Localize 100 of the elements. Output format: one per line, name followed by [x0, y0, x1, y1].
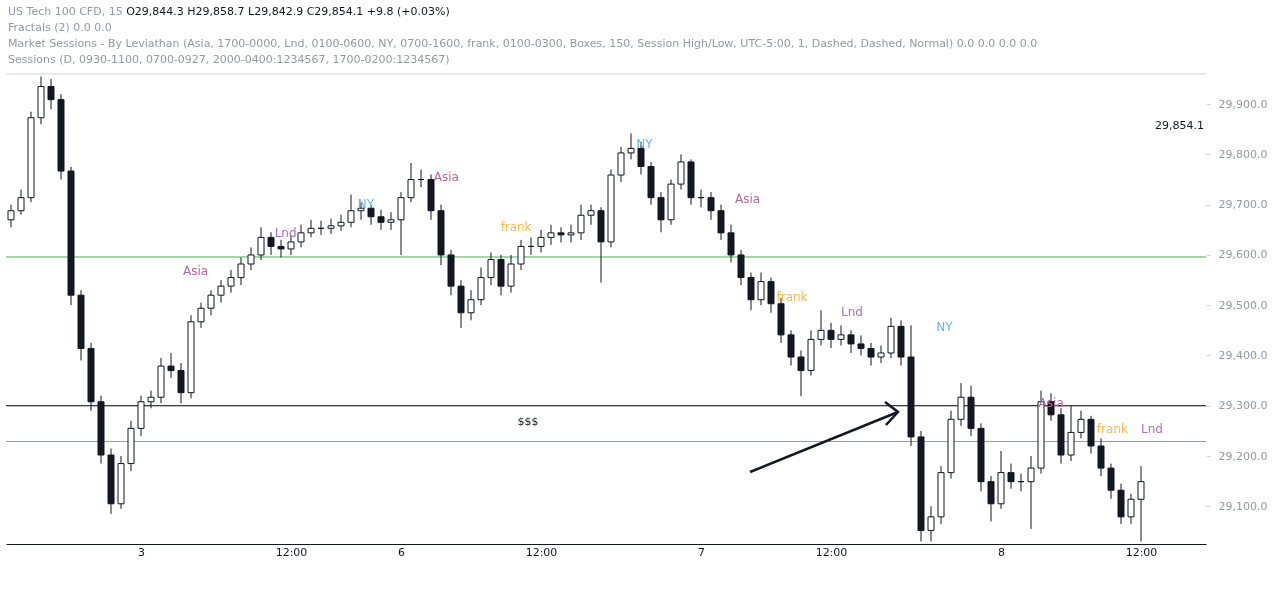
candlestick — [847, 329, 855, 354]
annotation: frank — [776, 290, 808, 305]
text: Market Sessions - By Leviathan (Asia, 1700-0000, Lnd, 0100-0600, NY, 0700-1600, frank, 0100-0300, Boxes, 150, Session High/Low, UTC-5:00, 1, Dashed, Dashed, Normal) 0.0 0.0 0.0 0.0 — [8, 36, 1038, 52]
y-tick-label: 29,500.0 — [1218, 298, 1268, 312]
annotation: NY — [357, 197, 375, 212]
candlestick — [217, 279, 225, 304]
candlestick — [577, 204, 585, 241]
candlestick — [707, 191, 715, 221]
candlestick — [297, 224, 305, 248]
candlestick — [877, 344, 885, 364]
candlestick — [677, 153, 685, 191]
candlestick — [1027, 455, 1035, 530]
candlestick — [1097, 437, 1105, 477]
candlestick — [837, 324, 845, 346]
candlestick — [247, 246, 255, 271]
candlestick — [537, 229, 545, 253]
candlestick — [557, 226, 565, 243]
candlestick — [1107, 463, 1115, 500]
candlestick — [147, 390, 155, 409]
candlestick — [327, 218, 335, 235]
y-tick-label: 29,700.0 — [1218, 198, 1268, 212]
annotation: Asia — [183, 264, 209, 279]
candlestick — [717, 204, 725, 241]
candlestick — [787, 329, 795, 367]
candlestick — [407, 162, 415, 203]
y-tick-label: 29,300.0 — [1218, 399, 1268, 413]
candlestick — [1067, 405, 1075, 462]
candlestick — [927, 505, 935, 542]
annotation: frank — [500, 219, 532, 234]
annotation: Lnd — [274, 226, 297, 241]
candlestick — [267, 231, 275, 256]
x-tick-label: 8 — [998, 545, 1005, 559]
x-tick-label: 7 — [698, 545, 705, 559]
candlestick — [757, 272, 765, 306]
candlestick — [827, 322, 835, 349]
candlestick — [257, 226, 265, 261]
chart-title: US Tech 100 CFD, 15 — [8, 5, 123, 18]
candlestick — [277, 239, 285, 258]
candlestick — [657, 191, 665, 233]
candlestick — [487, 251, 495, 286]
candlestick — [307, 219, 315, 238]
annotation: 29,854.1 — [1155, 118, 1204, 132]
candlestick — [737, 249, 745, 286]
candlestick — [197, 302, 205, 329]
y-tick-label: 29,100.0 — [1218, 499, 1268, 513]
candlestick — [587, 204, 595, 226]
candlestick — [177, 362, 185, 404]
candlestick — [167, 352, 175, 379]
x-tick-label: 6 — [398, 545, 405, 559]
candlestick — [957, 382, 965, 427]
candlestick — [767, 277, 775, 314]
y-tick-label: 29,600.0 — [1218, 248, 1268, 262]
x-tick-label: 12:00 — [815, 545, 848, 559]
candlestick — [627, 132, 635, 160]
candlestick — [1007, 463, 1015, 490]
candlestick — [467, 289, 475, 321]
x-tick-label: 12:00 — [275, 545, 308, 559]
candlestick — [547, 224, 555, 246]
candlestick — [7, 204, 15, 228]
annotation: frank — [1096, 421, 1128, 436]
candlestick — [477, 267, 485, 306]
x-tick-label: 3 — [138, 545, 145, 559]
text: Fractals (2) 0.0 0.0 — [8, 20, 113, 36]
candlestick — [347, 194, 355, 228]
y-tick-label: 29,900.0 — [1218, 97, 1268, 111]
annotation: Asia — [433, 170, 459, 185]
candlestick — [567, 224, 575, 243]
y-tick-label: 29,400.0 — [1218, 349, 1268, 362]
x-tick-label: 12:00 — [1125, 545, 1158, 559]
candlestick — [1077, 410, 1085, 439]
candlestick — [867, 342, 875, 367]
candlestick — [337, 214, 345, 232]
candlestick — [517, 239, 525, 271]
candlestick — [617, 146, 625, 183]
candlestick — [1137, 465, 1145, 542]
candlestick — [17, 189, 25, 216]
candlestick — [377, 209, 385, 231]
candlestick — [727, 224, 735, 263]
candlestick — [797, 349, 805, 397]
annotation: NY — [636, 137, 654, 152]
candlestick — [227, 269, 235, 294]
x-tick-label: 12:00 — [525, 545, 558, 559]
candlestick — [507, 254, 515, 294]
candlestick — [817, 309, 825, 346]
candlestick — [47, 78, 55, 110]
candlestick — [987, 475, 995, 522]
annotation: Asia — [1038, 396, 1064, 410]
annotation: NY — [936, 320, 954, 335]
y-tick-label: 29,800.0 — [1218, 147, 1268, 161]
chart-subtitle: O29,844.3 H29,858.7 L29,842.9 C29,854.1 +9.8 (+0.03%) — [126, 5, 450, 18]
annotation: Lnd — [841, 305, 863, 320]
annotation: Lnd — [1141, 421, 1163, 436]
candlestick — [1127, 493, 1135, 525]
candlestick — [387, 211, 395, 231]
candlestick — [747, 272, 755, 311]
ref-line-label: $$$ — [517, 414, 539, 428]
candlestick — [237, 256, 245, 286]
candlestick — [857, 334, 865, 356]
annotation: Asia — [735, 192, 761, 207]
text: Sessions (D, 0930-1100, 0700-0927, 2000-0400:1234567, 1700-0200:1234567) — [8, 52, 451, 68]
